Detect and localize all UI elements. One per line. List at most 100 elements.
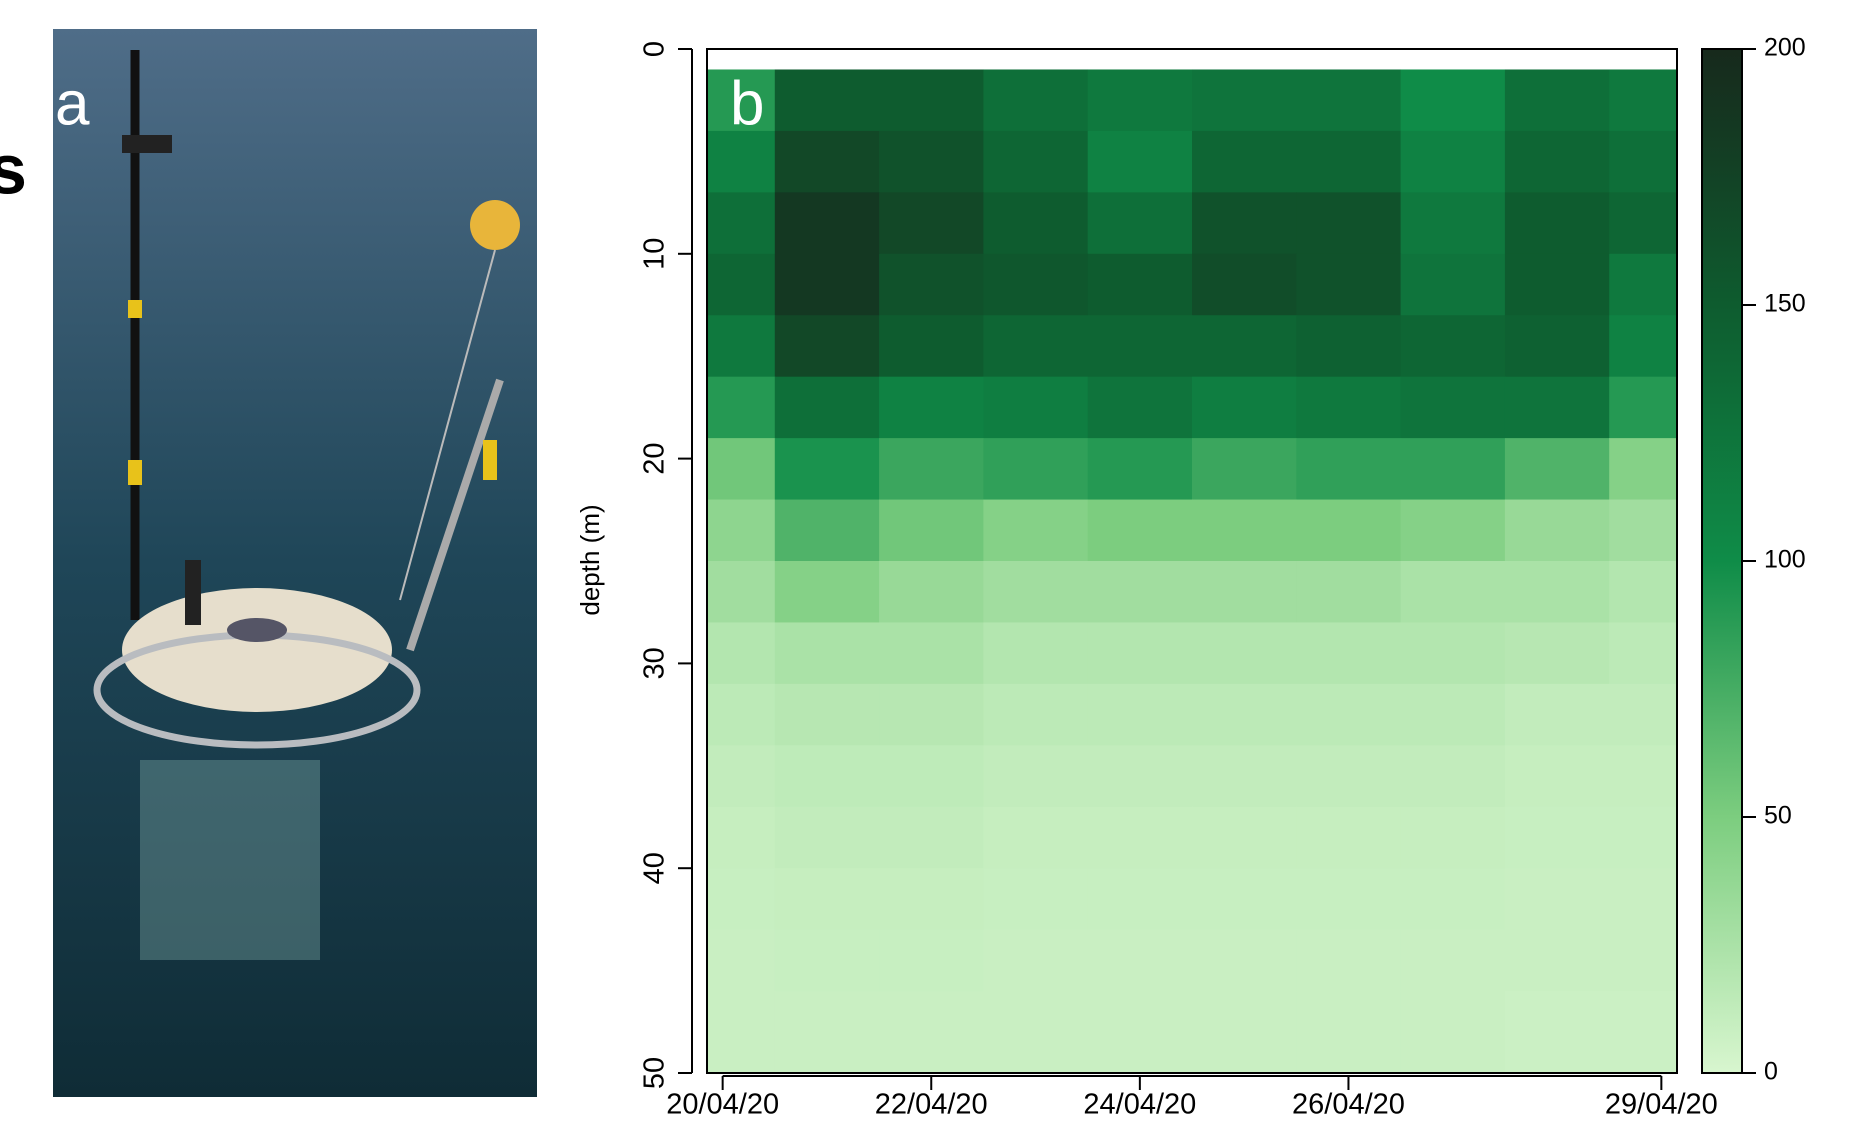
heatmap-cell <box>707 929 776 992</box>
heatmap-cell <box>1087 868 1193 931</box>
heatmap-cell <box>707 622 776 685</box>
heatmap-cell <box>1087 683 1193 746</box>
heatmap-cell <box>1087 253 1193 316</box>
colorbar-tick-label: 150 <box>1764 290 1806 318</box>
heatmap-cell <box>774 253 880 316</box>
heatmap-cell <box>983 991 1089 1074</box>
heatmap-cell <box>1400 868 1506 931</box>
x-tick-label: 26/04/20 <box>1292 1089 1405 1121</box>
heatmap-cell <box>1087 192 1193 255</box>
heatmap-cell <box>774 745 880 808</box>
heatmap-cell <box>1609 868 1678 931</box>
colorbar-tick-label: 200 <box>1764 34 1806 62</box>
cut-text: s <box>0 130 27 208</box>
heatmap-cell <box>1192 929 1297 992</box>
heatmap-cell <box>774 438 880 501</box>
colorbar-tick-label: 100 <box>1764 546 1806 574</box>
heatmap-cell <box>1087 69 1193 132</box>
heatmap-cell <box>1087 929 1193 992</box>
heatmap-cell <box>1400 253 1506 316</box>
heatmap-cell <box>879 315 984 378</box>
heatmap-cell <box>1296 253 1402 316</box>
heatmap-cell <box>1192 806 1297 869</box>
heatmap-cell <box>879 991 984 1074</box>
heatmap-cell <box>983 622 1089 685</box>
heatmap-cell <box>983 806 1089 869</box>
heatmap-cell <box>879 376 984 439</box>
heatmap-cell <box>879 806 984 869</box>
heatmap-cell <box>1296 69 1402 132</box>
heatmap-cell <box>774 499 880 562</box>
y-axis-label: depth (m) <box>575 504 605 615</box>
colorbar-tick-label: 50 <box>1764 802 1792 830</box>
heatmap-cell <box>1296 499 1402 562</box>
heatmap-cell <box>1296 868 1402 931</box>
heatmap-cell <box>1609 929 1678 992</box>
heatmap-cell <box>1504 438 1610 501</box>
heatmap-cell <box>1087 991 1193 1074</box>
heatmap-cell <box>879 192 984 255</box>
heatmap-cell <box>1087 499 1193 562</box>
heatmap-cell <box>1504 253 1610 316</box>
heatmap-cell <box>1296 376 1402 439</box>
heatmap-cell <box>879 499 984 562</box>
heatmap-cell <box>983 130 1089 193</box>
heatmap-cell <box>1296 806 1402 869</box>
heatmap-cell <box>1296 315 1402 378</box>
heatmap-cell <box>707 438 776 501</box>
heatmap-cell <box>1504 315 1610 378</box>
heatmap-cell <box>1192 683 1297 746</box>
heatmap-cell <box>1087 315 1193 378</box>
heatmap-cell <box>774 315 880 378</box>
heatmap-cell <box>1400 991 1506 1074</box>
panel-label: a <box>55 69 90 138</box>
heatmap-cell <box>1504 561 1610 623</box>
heatmap-cell <box>1609 69 1678 132</box>
heatmap-cell <box>1192 130 1297 193</box>
y-tick-label: 10 <box>639 238 671 270</box>
heatmap-cell <box>707 683 776 746</box>
colorbar <box>1701 48 1743 1074</box>
heatmap-cell <box>707 561 776 623</box>
heatmap-cell <box>879 253 984 316</box>
heatmap-cell <box>1192 991 1297 1074</box>
heatmap-cell <box>707 130 776 193</box>
heatmap-cell <box>1400 806 1506 869</box>
heatmap-cell <box>1296 561 1402 623</box>
y-tick-label: 40 <box>639 852 671 884</box>
plot-frame <box>706 48 1678 1074</box>
heatmap-cell <box>1192 622 1297 685</box>
heatmap-cell <box>707 376 776 439</box>
heatmap-cell <box>1504 69 1610 132</box>
heatmap-cell <box>707 868 776 931</box>
heatmap-cell <box>1504 622 1610 685</box>
heatmap-cell <box>1192 438 1297 501</box>
heatmap-cell <box>1504 683 1610 746</box>
colorbar-tick-label: 0 <box>1764 1058 1778 1086</box>
heatmap-cell <box>1400 438 1506 501</box>
heatmap-cell <box>1504 192 1610 255</box>
heatmap-cell <box>774 622 880 685</box>
heatmap-cell <box>1609 561 1678 623</box>
heatmap-cell <box>1296 192 1402 255</box>
heatmap-cell <box>707 253 776 316</box>
heatmap-cell <box>1609 683 1678 746</box>
heatmap-cell <box>983 376 1089 439</box>
x-tick-label: 29/04/20 <box>1605 1089 1718 1121</box>
heatmap-cell <box>1609 192 1678 255</box>
heatmap-cell <box>983 868 1089 931</box>
heatmap-cell <box>774 868 880 931</box>
heatmap-cell <box>1609 499 1678 562</box>
heatmap-cell <box>1296 745 1402 808</box>
heatmap-cell <box>774 69 880 132</box>
heatmap-cell <box>1400 315 1506 378</box>
heatmap-cell <box>774 806 880 869</box>
y-tick-label: 20 <box>639 442 671 474</box>
heatmap-cell <box>1192 499 1297 562</box>
heatmap-cell <box>707 745 776 808</box>
heatmap-cell <box>1609 438 1678 501</box>
heatmap-cell <box>1192 376 1297 439</box>
heatmap-cell <box>983 253 1089 316</box>
heatmap-cell <box>1400 192 1506 255</box>
